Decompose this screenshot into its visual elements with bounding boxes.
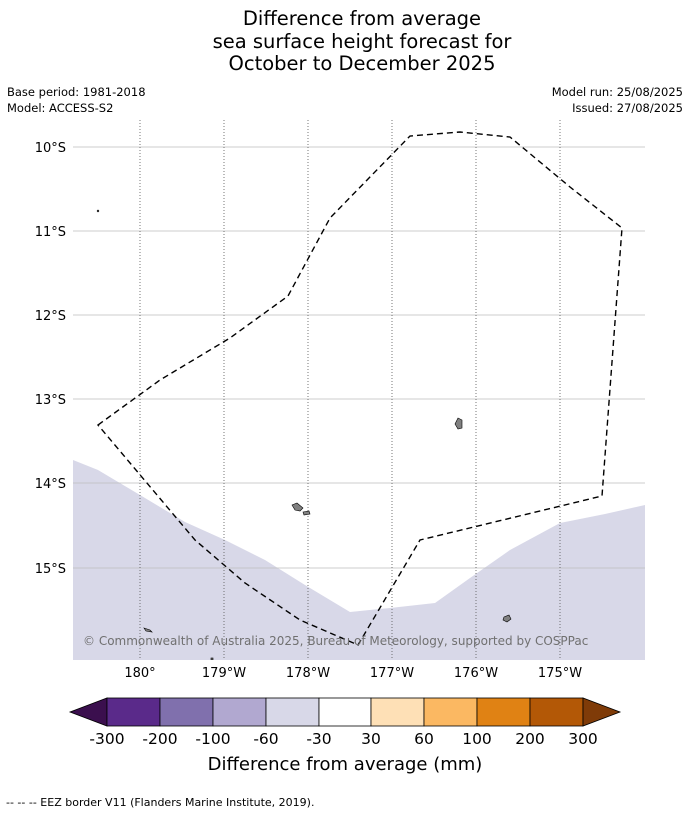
lon-label-178w: 178°W [286, 666, 330, 681]
colorbar-segment [212, 697, 267, 727]
title-line-1: Difference from average [242, 7, 482, 30]
lon-label-175w: 175°W [538, 666, 582, 681]
island-futuna [291, 502, 304, 512]
lon-label-179w: 179°W [202, 666, 246, 681]
island-alofi [302, 510, 311, 516]
issued-text: Issued: 27/08/2025 [572, 101, 683, 115]
colorbar-tick: -300 [89, 730, 124, 748]
anomaly-region [73, 460, 645, 660]
title-line-2: sea surface height forecast for [212, 29, 512, 53]
colorbar-tick: 60 [414, 730, 434, 748]
colorbar-tick: 30 [361, 730, 381, 748]
colorbar [68, 697, 622, 727]
lat-label-12s: 12°S [35, 309, 66, 324]
lon-label-180: 180° [124, 666, 155, 681]
lat-label-15s: 15°S [35, 562, 66, 577]
longitude-labels: 180° 179°W 178°W 177°W 176°W 175°W [124, 666, 582, 681]
islet-northwest [96, 209, 100, 213]
colorbar-segment [529, 697, 584, 727]
colorbar-tick: 200 [515, 730, 545, 748]
lat-label-10s: 10°S [35, 141, 66, 156]
model-text: Model: ACCESS-S2 [7, 101, 114, 115]
model-run-text: Model run: 25/08/2025 [551, 85, 683, 99]
latitude-gridlines [73, 146, 645, 569]
colorbar-segment [476, 697, 531, 727]
latitude-labels: 10°S 11°S 12°S 13°S 14°S 15°S [35, 141, 66, 577]
colorbar-tick: -200 [142, 730, 177, 748]
colorbar-tick: -100 [195, 730, 230, 748]
colorbar-label: Difference from average (mm) [208, 754, 483, 775]
lon-label-177w: 177°W [370, 666, 414, 681]
islet-bottom [210, 657, 214, 660]
eez-legend-text: -- -- -- EEZ border V11 (Flanders Marine… [6, 796, 315, 809]
island-niuafoou [502, 614, 512, 623]
colorbar-segment [106, 697, 161, 727]
eez-border [96, 131, 623, 646]
colorbar-segment [423, 697, 478, 727]
colorbar-low-extension [68, 697, 108, 727]
copyright-text: © Commonwealth of Australia 2025, Bureau… [83, 634, 588, 648]
lat-label-11s: 11°S [35, 225, 66, 240]
colorbar-segment [265, 697, 320, 727]
colorbar-high-extension [582, 697, 622, 727]
colorbar-tick: 100 [462, 730, 492, 748]
colorbar-segment [318, 697, 372, 727]
map-title: Difference from average sea surface heig… [0, 7, 690, 76]
colorbar-segment [159, 697, 214, 727]
colorbar-tick: -30 [306, 730, 331, 748]
colorbar-tick: 300 [568, 730, 598, 748]
map-panel: © Commonwealth of Australia 2025, Bureau… [73, 120, 645, 660]
longitude-gridlines [139, 120, 561, 660]
lat-label-13s: 13°S [35, 393, 66, 408]
base-period-text: Base period: 1981-2018 [7, 85, 146, 99]
lon-label-176w: 176°W [454, 666, 498, 681]
lat-label-14s: 14°S [35, 477, 66, 492]
island-south-west [143, 627, 153, 633]
islands [96, 209, 512, 660]
island-wallis [454, 417, 463, 430]
colorbar-tick: -60 [253, 730, 278, 748]
colorbar-tick-labels: -300 -200 -100 -60 -30 30 60 100 200 300 [89, 730, 597, 748]
colorbar-segment [370, 697, 425, 727]
meta-right: Model run: 25/08/2025 Issued: 27/08/2025 [552, 84, 683, 116]
meta-left: Base period: 1981-2018 Model: ACCESS-S2 [7, 84, 146, 116]
title-line-3: October to December 2025 [228, 52, 496, 75]
